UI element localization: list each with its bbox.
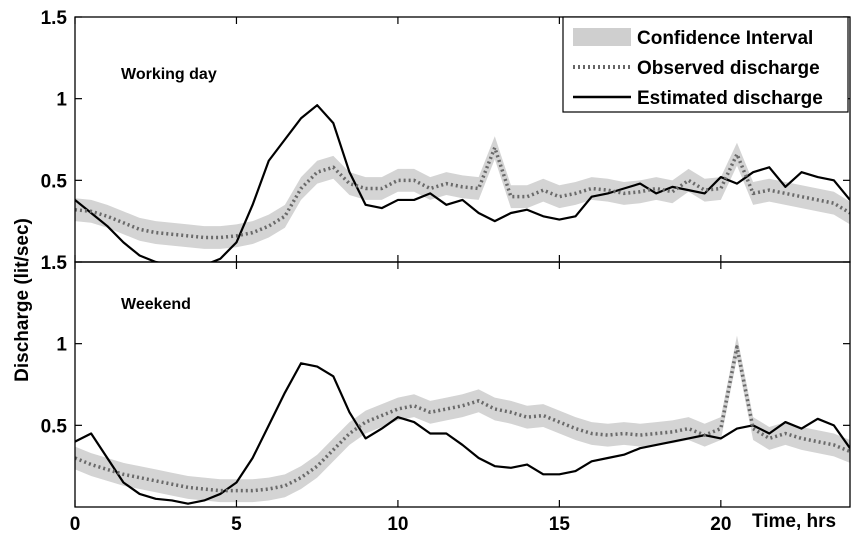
x-tick-label-0: 0 <box>70 514 81 533</box>
panel-label-working-day: Working day <box>121 66 217 83</box>
x-tick-label-4: 20 <box>710 514 731 533</box>
y-tick-label-working-day-2: 1.5 <box>41 8 68 29</box>
x-axis-title: Time, hrs <box>752 511 836 532</box>
confidence-band-weekend <box>75 335 850 503</box>
observed-discharge-line-working-day <box>75 145 850 240</box>
legend: Confidence Interval Observed discharge E… <box>562 16 849 113</box>
legend-label-observed-discharge: Observed discharge <box>637 58 820 79</box>
y-tick-label-working-day-0: 0.5 <box>41 171 68 192</box>
y-tick-label-working-day-1: 1 <box>56 90 67 111</box>
legend-swatch-confidence-interval <box>573 28 631 46</box>
confidence-band-working-day <box>75 136 850 249</box>
estimated-discharge-line-weekend <box>75 362 850 505</box>
y-axis-title: Discharge (lit/sec) <box>12 218 33 382</box>
y-tick-label-weekend-0: 0.5 <box>41 416 68 437</box>
x-tick-label-2: 10 <box>387 514 408 533</box>
plot-frame-weekend <box>74 261 851 508</box>
panel-label-weekend: Weekend <box>121 296 191 313</box>
x-tick-label-3: 15 <box>549 514 571 533</box>
legend-label-estimated-discharge: Estimated discharge <box>637 88 823 109</box>
y-tick-label-weekend-1: 1 <box>56 335 67 356</box>
series-lines-layer <box>75 104 850 505</box>
confidence-bands-layer <box>75 136 850 503</box>
estimated-discharge-line-working-day <box>75 104 850 262</box>
legend-label-confidence-interval: Confidence Interval <box>637 28 813 49</box>
x-tick-label-1: 5 <box>231 514 242 533</box>
y-tick-label-weekend-2: 1.5 <box>41 253 68 274</box>
